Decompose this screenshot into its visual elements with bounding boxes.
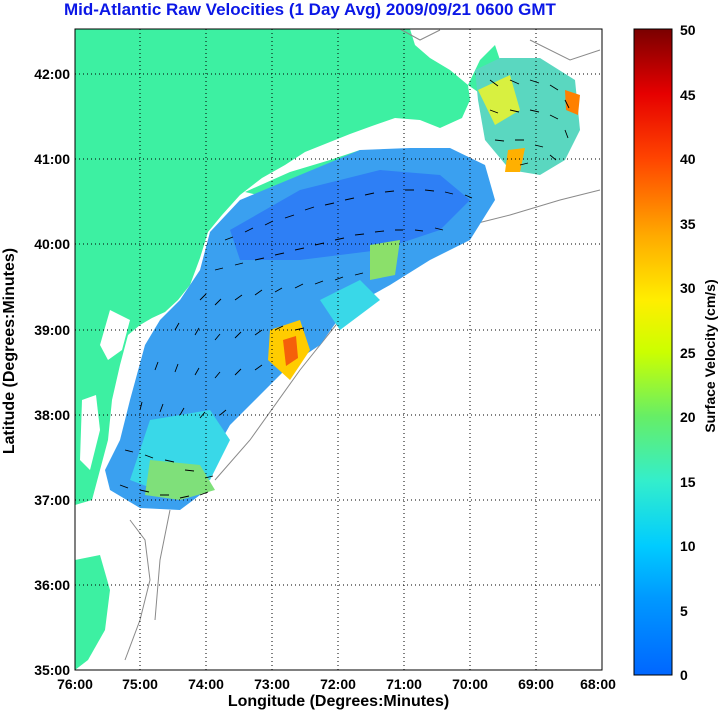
x-axis-label: Longitude (Degrees:Minutes) — [227, 693, 450, 710]
colorbar-tick-label: 5 — [680, 603, 688, 619]
y-tick-label: 38:00 — [34, 407, 70, 423]
y-tick-label: 39:00 — [34, 322, 70, 338]
plot-frame — [74, 28, 603, 671]
colorbar-tick-label: 20 — [680, 409, 696, 425]
y-tick-labels: 35:00 36:00 37:00 38:00 39:00 40:00 41:0… — [34, 66, 70, 678]
y-tick-label: 36:00 — [34, 577, 70, 593]
x-tick-label: 69:00 — [518, 676, 554, 692]
colorbar-tick-label: 15 — [680, 474, 696, 490]
y-tick-label: 41:00 — [34, 151, 70, 167]
bay-shape — [100, 310, 130, 360]
x-tick-label: 71:00 — [386, 676, 422, 692]
colorbar-tick-label: 30 — [680, 280, 696, 296]
grid — [75, 29, 602, 670]
x-tick-label: 75:00 — [122, 676, 158, 692]
x-tick-label: 74:00 — [188, 676, 224, 692]
x-tick-label: 68:00 — [580, 676, 616, 692]
x-tick-label: 76:00 — [57, 676, 93, 692]
map-title: Mid-Atlantic Raw Velocities (1 Day Avg) … — [64, 0, 556, 19]
y-tick-label: 42:00 — [34, 66, 70, 82]
land-mass-south — [75, 555, 110, 670]
colorbar-tick-labels: 0 5 10 15 20 25 30 35 40 45 50 — [680, 22, 696, 683]
colorbar-tick-label: 10 — [680, 538, 696, 554]
x-tick-label: 73:00 — [254, 676, 290, 692]
y-tick-label: 37:00 — [34, 492, 70, 508]
velocity-field — [105, 58, 580, 510]
y-tick-label: 35:00 — [34, 662, 70, 678]
colorbar-tick-label: 45 — [680, 87, 696, 103]
x-tick-label: 70:00 — [452, 676, 488, 692]
x-tick-labels: 76:00 75:00 74:00 73:00 72:00 71:00 70:0… — [57, 676, 616, 692]
colorbar-tick-label: 0 — [680, 667, 688, 683]
colorbar-tick-label: 35 — [680, 216, 696, 232]
colorbar-label: Surface Velocity (cm/s) — [702, 279, 718, 433]
colorbar — [633, 28, 673, 676]
x-tick-label: 72:00 — [320, 676, 356, 692]
y-axis-label: Latitude (Degrees:Minutes) — [1, 247, 18, 455]
colorbar-tick-label: 50 — [680, 22, 696, 38]
bay-shape — [80, 395, 100, 470]
land-mass — [75, 29, 470, 505]
colorbar-tick-label: 40 — [680, 151, 696, 167]
colorbar-tick-label: 25 — [680, 345, 696, 361]
y-tick-label: 40:00 — [34, 236, 70, 252]
